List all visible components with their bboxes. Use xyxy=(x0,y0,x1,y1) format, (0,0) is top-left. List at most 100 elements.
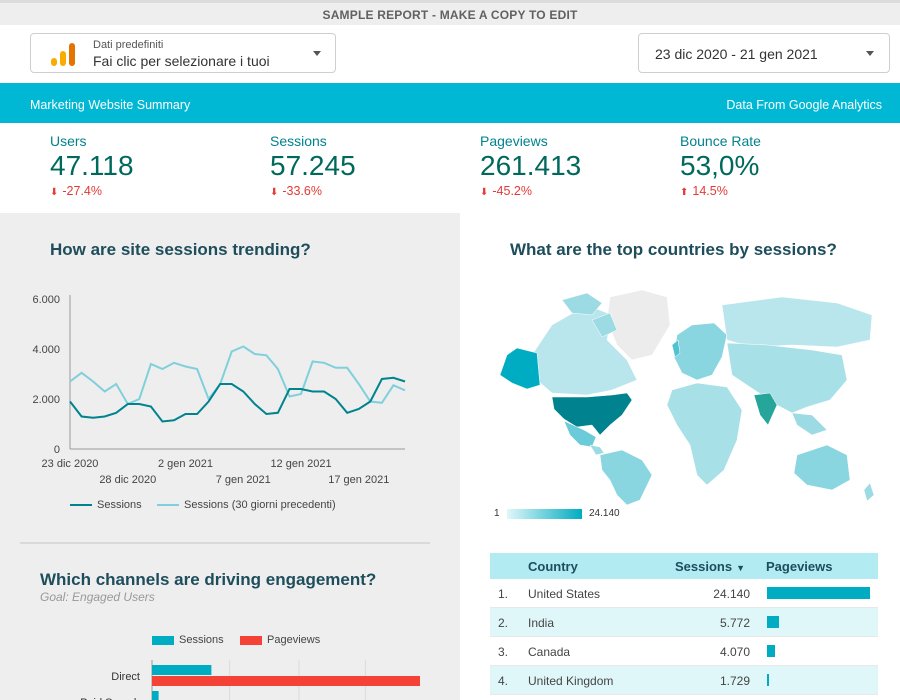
legend-label: Sessions (30 giorni precedenti) xyxy=(184,499,336,511)
countries-title: What are the top countries by sessions? xyxy=(510,240,837,259)
kpi-delta: -45.2% xyxy=(492,184,532,198)
bar-sessions[interactable] xyxy=(152,691,159,700)
kpi-sessions: Sessions 57.245 ⬇ -33.6% xyxy=(270,133,356,198)
map-russia xyxy=(721,296,873,348)
map-europe xyxy=(673,322,728,381)
world-map[interactable] xyxy=(492,285,882,505)
chevron-down-icon xyxy=(313,51,321,56)
table-header: Country Sessions ▼ Pageviews xyxy=(490,553,878,579)
column-header-country[interactable]: Country xyxy=(528,559,578,574)
series-line-sessions-previous[interactable] xyxy=(69,345,406,406)
google-analytics-logo-icon xyxy=(51,43,75,66)
channels-subtitle: Goal: Engaged Users xyxy=(40,590,155,604)
arrow-down-icon: ⬇ xyxy=(480,187,489,198)
category-label: Paid Search xyxy=(80,697,140,700)
kpi-value: 53,0% xyxy=(680,150,760,181)
row-rank: 2. xyxy=(498,616,509,630)
series-line-sessions[interactable] xyxy=(69,376,406,423)
kpi-label: Pageviews xyxy=(480,133,548,149)
arrow-down-icon: ⬇ xyxy=(50,187,59,198)
legend-swatch xyxy=(240,635,262,645)
datasource-selector[interactable]: Dati predefiniti Fai clic per selezionar… xyxy=(30,33,336,73)
row-country: United States xyxy=(528,587,601,601)
countries-table: Country Sessions ▼ Pageviews 1. United St… xyxy=(490,553,878,695)
table-row[interactable]: 3. Canada 4.070 xyxy=(490,637,878,666)
datasource-label: Dati predefiniti xyxy=(93,39,164,51)
legend-sessions[interactable]: Sessions xyxy=(70,499,142,511)
y-tick-label: 0 xyxy=(54,444,60,456)
left-panel xyxy=(0,213,460,700)
kpi-label: Sessions xyxy=(270,133,327,149)
row-country: India xyxy=(528,616,555,630)
map-australia xyxy=(793,444,851,491)
kpi-users: Users 47.118 ⬇ -27.4% xyxy=(50,133,134,198)
x-tick-label: 28 dic 2020 xyxy=(99,474,156,486)
pageviews-bar xyxy=(767,616,780,628)
map-asia xyxy=(726,342,848,414)
row-sessions: 4.070 xyxy=(719,645,750,659)
table-row[interactable]: 1. United States 24.140 xyxy=(490,579,878,608)
table-row[interactable]: 4. United Kingdom 1.729 xyxy=(490,666,878,695)
data-source-note: Data From Google Analytics xyxy=(726,98,882,112)
bar-pageviews[interactable] xyxy=(152,676,420,686)
pageviews-bar xyxy=(767,587,870,599)
row-country: United Kingdom xyxy=(528,674,614,688)
report-title-bar: Marketing Website Summary Data From Goog… xyxy=(0,83,900,123)
row-sessions: 5.772 xyxy=(719,616,750,630)
column-header-pageviews[interactable]: Pageviews xyxy=(766,559,833,574)
row-rank: 4. xyxy=(498,674,509,688)
kpi-label: Users xyxy=(50,133,87,149)
column-header-label: Sessions xyxy=(675,559,733,574)
channels-bar-chart[interactable]: Direct Paid Search xyxy=(60,660,420,700)
legend-label: Sessions xyxy=(179,634,224,646)
map-uk xyxy=(671,339,681,358)
table-row[interactable]: 2. India 5.772 xyxy=(490,608,878,637)
kpi-delta: -27.4% xyxy=(62,184,102,198)
row-sessions: 24.140 xyxy=(713,587,750,601)
kpi-label: Bounce Rate xyxy=(680,133,761,149)
y-tick-label: 6.000 xyxy=(32,294,60,306)
row-rank: 1. xyxy=(498,587,509,601)
report-title: Marketing Website Summary xyxy=(30,98,191,112)
legend-label: Sessions xyxy=(97,499,142,511)
legend-swatch xyxy=(70,504,92,507)
legend-sessions-previous[interactable]: Sessions (30 giorni precedenti) xyxy=(157,499,336,511)
map-southeast-asia xyxy=(791,412,828,436)
map-india xyxy=(753,392,778,426)
arrow-down-icon: ⬇ xyxy=(270,187,279,198)
map-central-america xyxy=(589,444,605,456)
x-tick-label: 2 gen 2021 xyxy=(158,458,213,470)
heat-scale-gradient xyxy=(507,509,582,519)
sort-desc-icon: ▼ xyxy=(736,563,746,573)
heat-scale-min: 1 xyxy=(494,508,500,519)
row-country: Canada xyxy=(528,645,571,659)
bar-sessions[interactable] xyxy=(152,665,212,675)
legend-pageviews[interactable]: Pageviews xyxy=(240,634,320,646)
kpi-value: 47.118 xyxy=(50,150,134,181)
y-tick-label: 2.000 xyxy=(32,394,60,406)
map-alaska xyxy=(499,347,541,390)
x-tick-label: 7 gen 2021 xyxy=(216,474,271,486)
sessions-line-chart[interactable]: 6.000 4.000 2.000 0 23 dic 2020 2 gen 2021 12 … xyxy=(0,285,420,490)
x-tick-label: 12 gen 2021 xyxy=(270,458,331,470)
kpi-value: 261.413 xyxy=(480,150,582,181)
date-range-selector[interactable]: 23 dic 2020 - 21 gen 2021 xyxy=(638,33,890,73)
legend-sessions[interactable]: Sessions xyxy=(152,634,224,646)
sessions-trend-title: How are site sessions trending? xyxy=(50,240,311,259)
heat-scale-max: 24.140 xyxy=(589,508,620,519)
pageviews-bar xyxy=(767,645,776,657)
kpi-scorecards: Users 47.118 ⬇ -27.4% Sessions 57.245 ⬇ -3… xyxy=(0,123,900,213)
map-new-zealand xyxy=(863,482,875,502)
pageviews-bar xyxy=(767,674,770,686)
kpi-delta: -33.6% xyxy=(282,184,322,198)
channels-title: Which channels are driving engagement? xyxy=(40,570,377,589)
legend-label: Pageviews xyxy=(267,634,321,646)
row-sessions: 1.729 xyxy=(719,674,750,688)
y-tick-label: 4.000 xyxy=(32,344,60,356)
column-header-sessions[interactable]: Sessions ▼ xyxy=(675,559,745,574)
x-tick-label: 17 gen 2021 xyxy=(328,474,389,486)
kpi-pageviews: Pageviews 261.413 ⬇ -45.2% xyxy=(480,133,581,198)
map-canada-islands xyxy=(561,292,618,338)
map-usa xyxy=(551,392,633,436)
map-africa xyxy=(666,382,743,486)
